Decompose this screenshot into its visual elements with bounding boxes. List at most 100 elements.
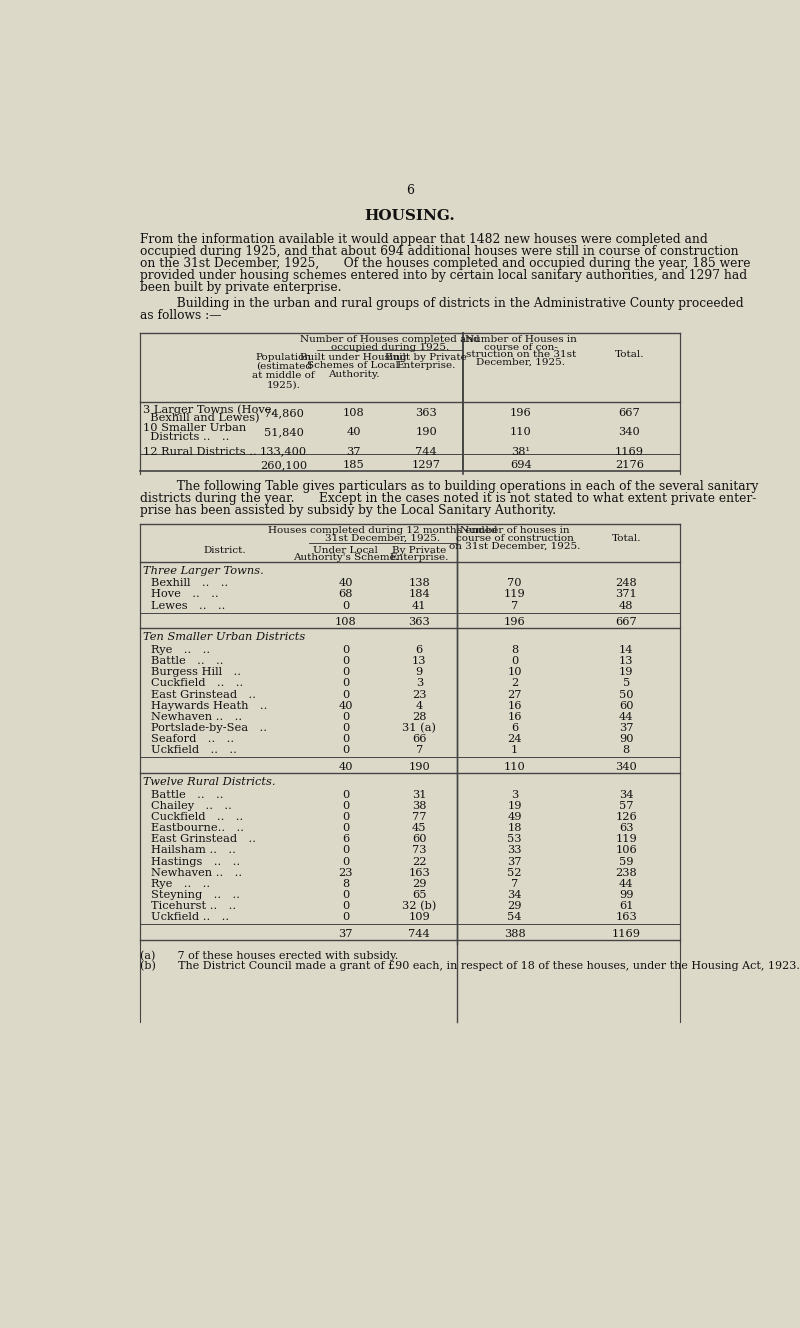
Text: 1925).: 1925). <box>266 380 301 389</box>
Text: Schemes of Local: Schemes of Local <box>307 361 399 371</box>
Text: 190: 190 <box>415 428 437 437</box>
Text: 50: 50 <box>619 689 634 700</box>
Text: Rye .. ..: Rye .. .. <box>151 645 210 655</box>
Text: 388: 388 <box>504 930 526 939</box>
Text: 45: 45 <box>412 823 426 833</box>
Text: 0: 0 <box>342 790 350 799</box>
Text: 66: 66 <box>412 734 426 744</box>
Text: 0: 0 <box>342 734 350 744</box>
Text: 28: 28 <box>412 712 426 722</box>
Text: occupied during 1925, and that about 694 additional houses were still in course : occupied during 1925, and that about 694… <box>140 246 739 258</box>
Text: 16: 16 <box>507 712 522 722</box>
Text: 52: 52 <box>507 867 522 878</box>
Text: 0: 0 <box>342 801 350 811</box>
Text: 48: 48 <box>619 600 634 611</box>
Text: Eastbourne.. ..: Eastbourne.. .. <box>151 823 244 833</box>
Text: 68: 68 <box>338 590 353 599</box>
Text: 0: 0 <box>342 890 350 900</box>
Text: District.: District. <box>203 546 246 555</box>
Text: on the 31st December, 1925,  Of the houses completed and occupied during the yea: on the 31st December, 1925, Of the house… <box>140 258 750 270</box>
Text: 0: 0 <box>342 912 350 923</box>
Text: 6: 6 <box>406 185 414 197</box>
Text: 363: 363 <box>415 408 437 418</box>
Text: Number of houses in: Number of houses in <box>460 526 570 535</box>
Text: Population: Population <box>256 353 312 361</box>
Text: 40: 40 <box>338 701 353 710</box>
Text: 38¹: 38¹ <box>511 446 530 457</box>
Text: 1297: 1297 <box>412 461 441 470</box>
Text: 23: 23 <box>338 867 353 878</box>
Text: 110: 110 <box>504 762 526 772</box>
Text: 65: 65 <box>412 890 426 900</box>
Text: 37: 37 <box>507 857 522 867</box>
Text: 16: 16 <box>507 701 522 710</box>
Text: Authority.: Authority. <box>328 369 379 378</box>
Text: 196: 196 <box>504 618 526 627</box>
Text: Total.: Total. <box>614 351 644 360</box>
Text: 133,400: 133,400 <box>260 446 307 457</box>
Text: Newhaven .. ..: Newhaven .. .. <box>151 867 242 878</box>
Text: 8: 8 <box>622 745 630 756</box>
Text: 14: 14 <box>619 645 634 655</box>
Text: 109: 109 <box>409 912 430 923</box>
Text: The following Table gives particulars as to building operations in each of the s: The following Table gives particulars as… <box>140 481 758 494</box>
Text: 190: 190 <box>409 762 430 772</box>
Text: Ten Smaller Urban Districts: Ten Smaller Urban Districts <box>142 632 305 643</box>
Text: 54: 54 <box>507 912 522 923</box>
Text: 5: 5 <box>622 679 630 688</box>
Text: 744: 744 <box>415 446 437 457</box>
Text: 2: 2 <box>511 679 518 688</box>
Text: 238: 238 <box>615 867 637 878</box>
Text: 0: 0 <box>342 645 350 655</box>
Text: 667: 667 <box>615 618 637 627</box>
Text: been built by private enterprise.: been built by private enterprise. <box>140 282 342 293</box>
Text: Burgess Hill ..: Burgess Hill .. <box>151 667 241 677</box>
Text: 3: 3 <box>511 790 518 799</box>
Text: Haywards Heath ..: Haywards Heath .. <box>151 701 267 710</box>
Text: 119: 119 <box>504 590 526 599</box>
Text: on 31st December, 1925.: on 31st December, 1925. <box>449 542 580 551</box>
Text: 32 (b): 32 (b) <box>402 902 437 911</box>
Text: 163: 163 <box>409 867 430 878</box>
Text: 108: 108 <box>335 618 357 627</box>
Text: districts during the year.  Except in the cases noted it is not stated to what e: districts during the year. Except in the… <box>140 493 757 506</box>
Text: 0: 0 <box>342 689 350 700</box>
Text: 40: 40 <box>346 428 361 437</box>
Text: 138: 138 <box>409 578 430 588</box>
Text: 0: 0 <box>342 745 350 756</box>
Text: 10: 10 <box>507 667 522 677</box>
Text: 119: 119 <box>615 834 637 845</box>
Text: 0: 0 <box>342 722 350 733</box>
Text: 44: 44 <box>619 712 634 722</box>
Text: Cuckfield .. ..: Cuckfield .. .. <box>151 811 243 822</box>
Text: 37: 37 <box>619 722 634 733</box>
Text: occupied during 1925.: occupied during 1925. <box>330 343 449 352</box>
Text: 60: 60 <box>412 834 426 845</box>
Text: 3: 3 <box>416 679 423 688</box>
Text: HOUSING.: HOUSING. <box>365 210 455 223</box>
Text: 0: 0 <box>511 656 518 667</box>
Text: Seaford .. ..: Seaford .. .. <box>151 734 234 744</box>
Text: 248: 248 <box>615 578 637 588</box>
Text: 23: 23 <box>412 689 426 700</box>
Text: at middle of: at middle of <box>252 371 315 380</box>
Text: provided under housing schemes entered into by certain local sanitary authoritie: provided under housing schemes entered i… <box>140 270 747 282</box>
Text: 1169: 1169 <box>612 930 641 939</box>
Text: (estimated: (estimated <box>256 361 312 371</box>
Text: 7: 7 <box>416 745 423 756</box>
Text: 340: 340 <box>618 428 640 437</box>
Text: 6: 6 <box>511 722 518 733</box>
Text: 10 Smaller Urban: 10 Smaller Urban <box>142 424 246 433</box>
Text: Uckfield .. ..: Uckfield .. .. <box>151 745 237 756</box>
Text: Number of Houses completed and: Number of Houses completed and <box>300 335 480 344</box>
Text: 1: 1 <box>511 745 518 756</box>
Text: 106: 106 <box>615 846 637 855</box>
Text: 184: 184 <box>409 590 430 599</box>
Text: Enterprise.: Enterprise. <box>390 554 449 562</box>
Text: 57: 57 <box>619 801 634 811</box>
Text: Hove .. ..: Hove .. .. <box>151 590 218 599</box>
Text: 3 Larger Towns (Hove,: 3 Larger Towns (Hove, <box>142 404 274 414</box>
Text: 363: 363 <box>409 618 430 627</box>
Text: 0: 0 <box>342 600 350 611</box>
Text: Under Local: Under Local <box>314 546 378 555</box>
